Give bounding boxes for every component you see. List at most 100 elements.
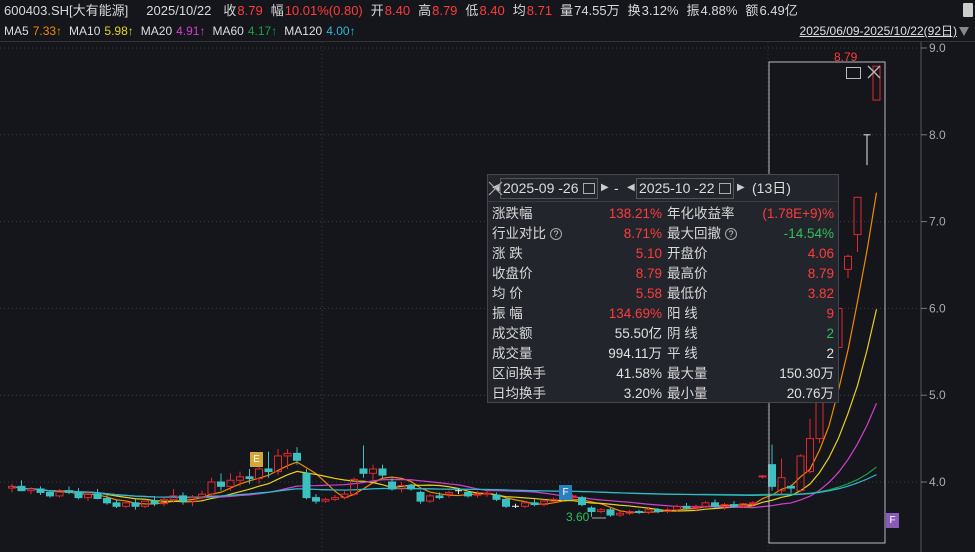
prev-end-arrow-icon[interactable]: ◀ bbox=[627, 182, 635, 193]
next-start-arrow-icon[interactable]: ▶ bbox=[601, 182, 609, 193]
candle-body bbox=[131, 502, 140, 507]
stat-label: 最小量 bbox=[667, 386, 708, 401]
candle-body bbox=[369, 468, 377, 474]
popup-date-bar bbox=[488, 175, 838, 202]
candle-body bbox=[407, 484, 415, 490]
high-label: 高 bbox=[418, 3, 432, 18]
candle-body bbox=[616, 512, 624, 516]
y-tick-label: 9.0 bbox=[929, 41, 946, 55]
candle-body bbox=[720, 504, 729, 507]
stat-value: 5.10 bbox=[635, 246, 662, 261]
candle-body bbox=[853, 196, 862, 236]
help-icon[interactable]: ? bbox=[725, 228, 737, 240]
stat-value: 8.71% bbox=[623, 226, 662, 241]
stat-value: 8.79 bbox=[807, 266, 834, 281]
candle-body bbox=[340, 493, 349, 499]
candle-body bbox=[36, 488, 45, 493]
candle-body bbox=[55, 490, 64, 497]
candle-body bbox=[359, 468, 368, 474]
window-icon[interactable] bbox=[963, 3, 973, 17]
candle-body bbox=[207, 481, 216, 495]
candle-body bbox=[274, 455, 282, 473]
calendar-icon[interactable] bbox=[583, 183, 595, 194]
low-value: 8.40 bbox=[479, 3, 505, 18]
change-value: 10.01%(0.80) bbox=[284, 3, 363, 18]
candle-body bbox=[122, 502, 130, 507]
y-tick-label: 5.0 bbox=[929, 388, 946, 402]
next-end-arrow-icon[interactable]: ▶ bbox=[737, 182, 745, 193]
event-marker-f-purple[interactable]: F bbox=[886, 513, 899, 528]
candle-body bbox=[473, 493, 482, 496]
candle-body bbox=[84, 493, 92, 499]
candle-body bbox=[378, 468, 387, 476]
date-separator: - bbox=[614, 180, 619, 196]
ma-line-120 bbox=[11, 474, 877, 498]
low-label: 低 bbox=[465, 3, 479, 18]
stat-label: 均 价 bbox=[492, 286, 523, 301]
stat-value: 3.82 bbox=[807, 286, 834, 301]
candle-body bbox=[521, 502, 529, 507]
candle-body bbox=[46, 491, 54, 497]
candle-body bbox=[682, 505, 691, 509]
turnover-label: 换 bbox=[627, 3, 641, 18]
ma-value: 7.33↑ bbox=[32, 24, 63, 38]
help-icon[interactable]: ? bbox=[550, 228, 562, 240]
range-stats-popup: ◀ 2025-09 -26 ▶ - ◀ 2025-10 -22 ▶ (13日) … bbox=[487, 174, 839, 403]
event-marker-e[interactable]: E bbox=[250, 452, 263, 467]
calendar-icon[interactable] bbox=[719, 183, 731, 194]
candle-body bbox=[540, 500, 548, 506]
candle-body bbox=[796, 455, 805, 492]
candle-body bbox=[464, 491, 472, 497]
candle-body bbox=[93, 493, 102, 499]
candle-body bbox=[435, 495, 444, 499]
candle-body bbox=[416, 491, 425, 502]
candle-body bbox=[179, 495, 187, 502]
stat-value: (1.78E+9)% bbox=[762, 206, 834, 221]
day-count: (13日) bbox=[752, 180, 791, 196]
candle-body bbox=[397, 484, 406, 490]
change-label: 幅 bbox=[270, 3, 284, 18]
stat-value: 3.20% bbox=[623, 386, 662, 401]
candle-body bbox=[226, 479, 235, 487]
avg-value: 8.71 bbox=[526, 3, 553, 18]
candle-body bbox=[321, 498, 330, 502]
volume-value: 74.55万 bbox=[574, 3, 620, 18]
candle-body bbox=[711, 502, 719, 507]
candle-body bbox=[17, 485, 26, 492]
candle-body bbox=[530, 502, 539, 506]
stat-label: 日均换手 bbox=[492, 386, 546, 401]
candle-body bbox=[549, 498, 558, 502]
calendar-icon[interactable] bbox=[846, 67, 861, 79]
close-selection-icon[interactable] bbox=[866, 64, 882, 80]
candle-body bbox=[749, 502, 757, 505]
candle-body bbox=[331, 497, 339, 500]
candle-body bbox=[283, 452, 292, 457]
y-tick-label: 4.0 bbox=[929, 475, 946, 489]
stat-value: 55.50亿 bbox=[614, 326, 662, 341]
candle-body bbox=[587, 507, 596, 513]
event-marker-f[interactable]: F bbox=[559, 485, 572, 500]
candle-body bbox=[692, 505, 700, 509]
candle-body bbox=[701, 502, 710, 507]
high-value: 8.79 bbox=[432, 3, 458, 18]
date-range-selector[interactable]: 2025/06/09-2025/10/22(92日) bbox=[799, 24, 957, 38]
amount-value: 6.49亿 bbox=[759, 3, 798, 18]
candle-body bbox=[65, 490, 73, 493]
candle-body bbox=[312, 497, 320, 502]
stat-label: 最高价 bbox=[667, 266, 708, 281]
close-icon[interactable] bbox=[488, 181, 503, 196]
stat-value: 994.11万 bbox=[608, 346, 662, 361]
candle-body bbox=[502, 498, 510, 507]
stat-label: 成交额 bbox=[492, 326, 533, 341]
stat-value: 2 bbox=[826, 346, 834, 361]
dropdown-arrow-icon[interactable] bbox=[959, 27, 969, 36]
stat-value: -14.54% bbox=[783, 226, 834, 241]
end-date-input[interactable] bbox=[636, 178, 734, 199]
candle-body bbox=[302, 472, 311, 499]
candle-body bbox=[74, 491, 83, 499]
start-date-input[interactable] bbox=[500, 178, 598, 199]
candle-body bbox=[150, 500, 159, 505]
amplitude-value: 4.88% bbox=[700, 3, 738, 18]
y-tick-label: 7.0 bbox=[929, 215, 946, 229]
